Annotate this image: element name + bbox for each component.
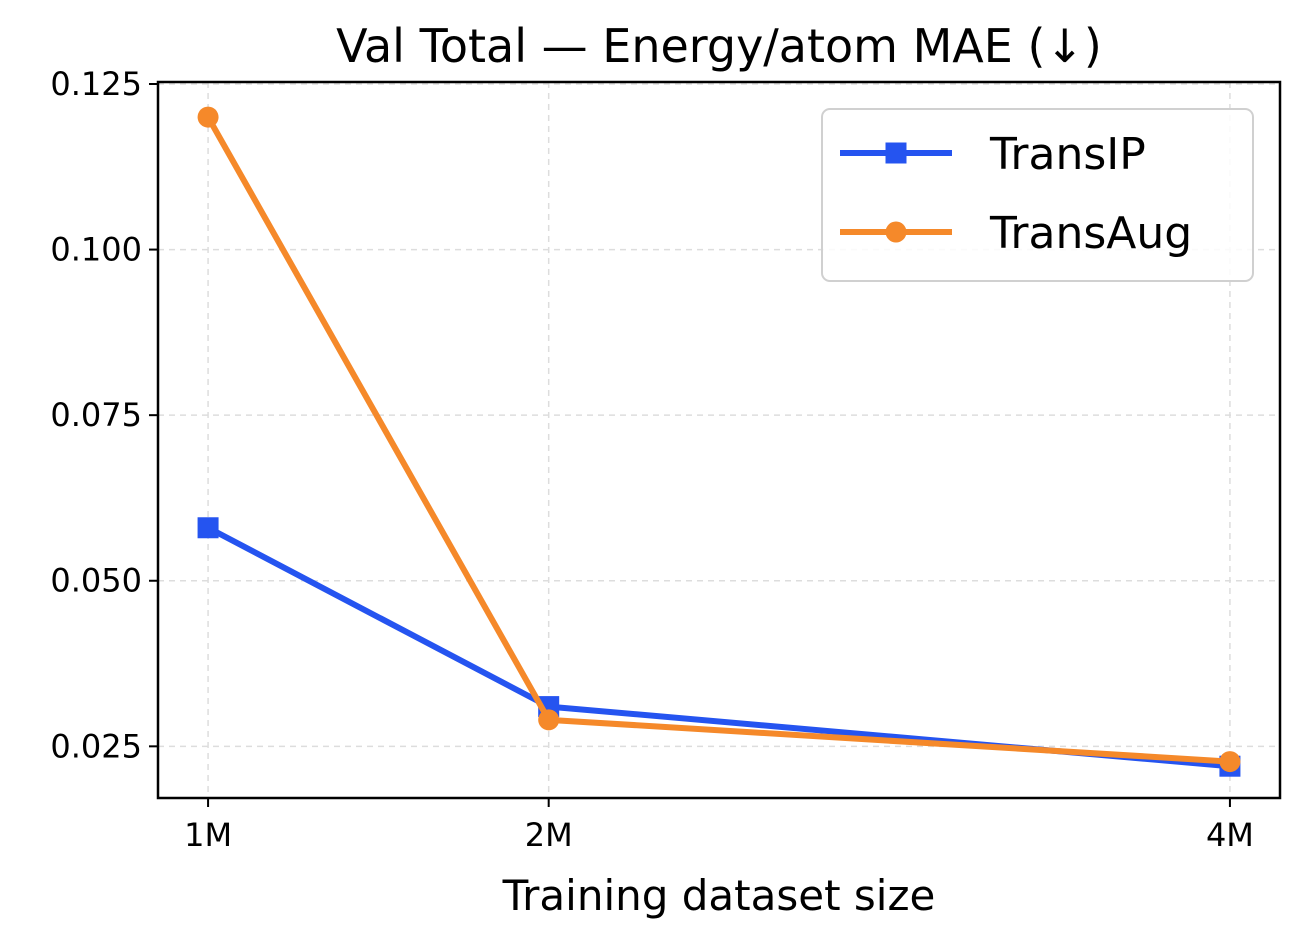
x-tick-label: 1M [184,816,232,854]
axis-ticks: 1M 2M 4M 0.025 0.050 0.075 0.100 0.125 [50,65,1254,854]
y-tick-label: 0.100 [50,231,142,269]
data-point-square [197,517,219,539]
chart-title: Val Total — Energy/atom MAE (↓) [336,19,1102,73]
legend-entry: TransIP [840,129,1146,180]
data-point-circle [538,709,560,731]
legend-entry: TransAug [840,208,1192,259]
series-layer [197,106,1241,777]
legend-label: TransIP [989,129,1146,180]
data-point-circle [885,221,907,243]
y-tick-label: 0.125 [50,65,142,103]
data-point-square [885,142,907,164]
plot-frame [156,80,1282,800]
y-tick-label: 0.050 [50,562,142,600]
legend-label: TransAug [989,208,1192,259]
legend: TransIP TransAug [821,108,1254,282]
y-tick-label: 0.025 [50,727,142,765]
x-axis-label: Training dataset size [502,871,936,920]
x-tick-label: 4M [1206,816,1254,854]
grid [158,82,1280,798]
data-point-circle [1219,751,1241,773]
data-point-circle [197,106,219,128]
x-tick-label: 2M [525,816,573,854]
y-tick-label: 0.075 [50,396,142,434]
